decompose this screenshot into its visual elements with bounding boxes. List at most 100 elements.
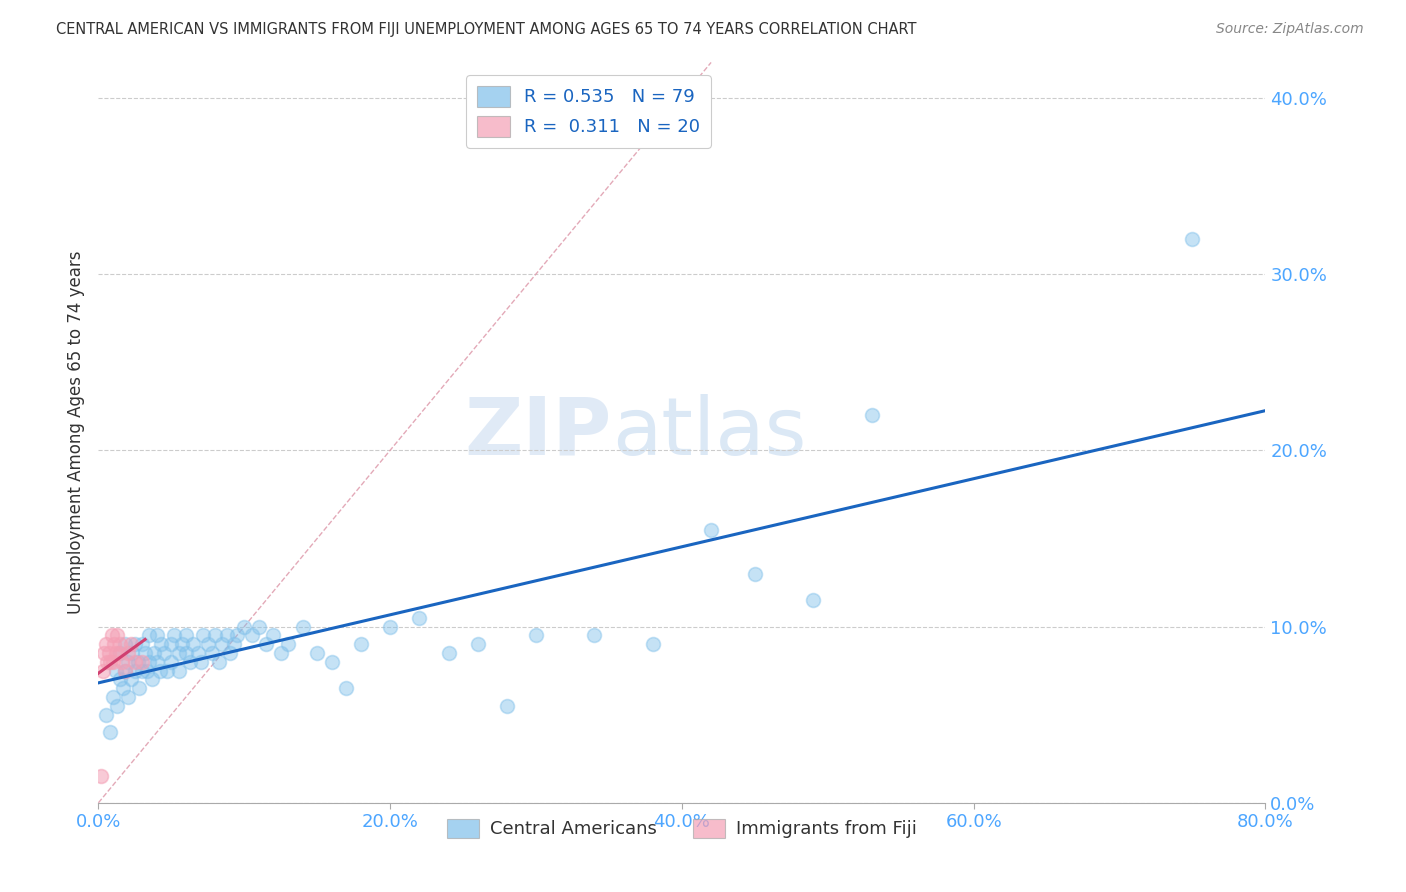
Point <box>170 637 193 651</box>
Point <box>124 655 146 669</box>
Text: ZIP: ZIP <box>464 393 612 472</box>
Point <box>120 673 142 687</box>
Point <box>96 655 118 669</box>
Point <box>117 690 139 704</box>
Point <box>131 655 153 669</box>
Point <box>98 655 121 669</box>
Point <box>187 646 209 660</box>
Point <box>211 637 233 651</box>
Point <box>201 646 224 660</box>
Point <box>138 655 160 669</box>
Point <box>240 628 263 642</box>
Point <box>146 655 169 669</box>
Point <box>91 664 114 678</box>
Point <box>160 637 183 651</box>
Point <box>321 655 343 669</box>
Point <box>1181 232 1204 246</box>
Point <box>179 655 201 669</box>
Point <box>111 655 134 669</box>
Point <box>114 664 136 678</box>
Text: atlas: atlas <box>612 393 806 472</box>
Point <box>124 664 146 678</box>
Point <box>108 646 131 660</box>
Point <box>335 681 357 696</box>
Point <box>149 664 172 678</box>
Point <box>233 619 256 633</box>
Point <box>127 655 149 669</box>
Point <box>142 646 165 660</box>
Point <box>190 655 212 669</box>
Point <box>153 646 176 660</box>
Point <box>104 664 127 678</box>
Point <box>110 637 132 651</box>
Point <box>114 637 136 651</box>
Point <box>167 664 190 678</box>
Point <box>105 628 128 642</box>
Point <box>496 698 519 713</box>
Point <box>98 725 121 739</box>
Point <box>114 664 136 678</box>
Point <box>408 610 430 624</box>
Point <box>97 646 120 660</box>
Point <box>117 646 139 660</box>
Point <box>174 646 197 660</box>
Point <box>801 593 824 607</box>
Point <box>150 637 173 651</box>
Point <box>141 673 163 687</box>
Text: Source: ZipAtlas.com: Source: ZipAtlas.com <box>1216 22 1364 37</box>
Point <box>146 628 169 642</box>
Point <box>860 408 883 422</box>
Point <box>222 637 245 651</box>
Point <box>110 646 132 660</box>
Text: CENTRAL AMERICAN VS IMMIGRANTS FROM FIJI UNEMPLOYMENT AMONG AGES 65 TO 74 YEARS : CENTRAL AMERICAN VS IMMIGRANTS FROM FIJI… <box>56 22 917 37</box>
Point <box>700 523 723 537</box>
Point <box>135 664 157 678</box>
Point <box>247 619 270 633</box>
Point <box>744 566 766 581</box>
Point <box>138 628 160 642</box>
Point <box>134 646 156 660</box>
Point <box>197 637 219 651</box>
Point <box>101 655 124 669</box>
Y-axis label: Unemployment Among Ages 65 to 74 years: Unemployment Among Ages 65 to 74 years <box>66 251 84 615</box>
Point <box>215 628 238 642</box>
Point <box>641 637 664 651</box>
Point <box>291 619 314 633</box>
Point <box>167 646 190 660</box>
Point <box>218 646 240 660</box>
Point <box>117 655 139 669</box>
Point <box>204 628 226 642</box>
Point <box>104 646 127 660</box>
Point <box>101 690 124 704</box>
Point <box>181 637 204 651</box>
Point <box>583 628 606 642</box>
Point <box>93 646 115 660</box>
Point <box>380 619 402 633</box>
Point <box>124 637 146 651</box>
Point <box>105 698 128 713</box>
Point <box>128 681 150 696</box>
Point <box>94 707 117 722</box>
Point <box>131 637 153 651</box>
Point <box>121 646 143 660</box>
Point <box>254 637 277 651</box>
Point <box>90 769 112 783</box>
Point <box>163 628 186 642</box>
Point <box>174 628 197 642</box>
Point <box>94 637 117 651</box>
Legend: Central Americans, Immigrants from Fiji: Central Americans, Immigrants from Fiji <box>440 812 924 846</box>
Point <box>467 637 489 651</box>
Point <box>524 628 547 642</box>
Point <box>208 655 231 669</box>
Point <box>226 628 249 642</box>
Point <box>193 628 215 642</box>
Point <box>103 637 125 651</box>
Point <box>277 637 299 651</box>
Point <box>112 681 135 696</box>
Point <box>307 646 329 660</box>
Point <box>100 628 122 642</box>
Point <box>270 646 292 660</box>
Point <box>437 646 460 660</box>
Point <box>120 637 142 651</box>
Point <box>131 664 153 678</box>
